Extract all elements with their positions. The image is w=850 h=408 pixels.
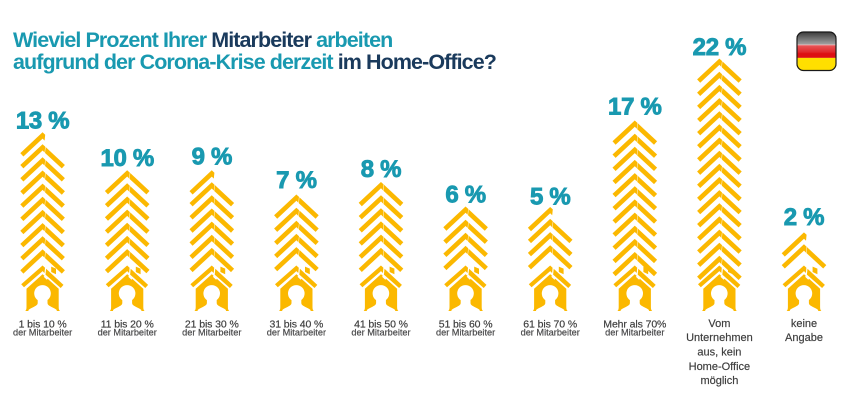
svg-text:10 %: 10 % [100,145,154,172]
svg-text:13 %: 13 % [16,108,70,135]
svg-text:Angabe: Angabe [785,332,823,344]
svg-text:51 bis 60 %: 51 bis 60 % [439,319,493,331]
svg-text:der Mitarbeiter: der Mitarbeiter [13,328,72,338]
svg-text:22 %: 22 % [693,34,747,61]
svg-text:1 bis 10 %: 1 bis 10 % [19,319,67,331]
svg-text:Unternehmen: Unternehmen [686,332,753,344]
svg-text:17 %: 17 % [608,93,662,120]
svg-text:der Mitarbeiter: der Mitarbeiter [351,328,410,338]
svg-text:7 %: 7 % [276,167,316,194]
svg-text:Mehr als 70%: Mehr als 70% [603,319,666,331]
svg-text:6 %: 6 % [445,182,485,209]
svg-text:der Mitarbeiter: der Mitarbeiter [182,328,241,338]
svg-text:31 bis 40 %: 31 bis 40 % [270,319,324,331]
svg-text:der Mitarbeiter: der Mitarbeiter [605,328,664,338]
svg-text:8 %: 8 % [361,156,401,183]
svg-text:aus, kein: aus, kein [697,347,741,359]
svg-text:möglich: möglich [700,375,738,387]
svg-text:der Mitarbeiter: der Mitarbeiter [436,328,495,338]
svg-text:9 %: 9 % [192,144,232,171]
svg-text:21 bis 30 %: 21 bis 30 % [185,319,239,331]
svg-text:Vom: Vom [708,318,730,330]
svg-text:der Mitarbeiter: der Mitarbeiter [98,328,157,338]
svg-text:Home-Office: Home-Office [689,361,751,373]
svg-text:der Mitarbeiter: der Mitarbeiter [521,328,580,338]
svg-text:41 bis 50 %: 41 bis 50 % [354,319,408,331]
svg-text:der Mitarbeiter: der Mitarbeiter [267,328,326,338]
svg-text:11 bis 20 %: 11 bis 20 % [101,319,154,331]
svg-text:keine: keine [791,318,817,330]
svg-text:61 bis 70 %: 61 bis 70 % [523,319,577,331]
svg-text:5 %: 5 % [530,184,570,211]
svg-text:2 %: 2 % [784,204,824,231]
